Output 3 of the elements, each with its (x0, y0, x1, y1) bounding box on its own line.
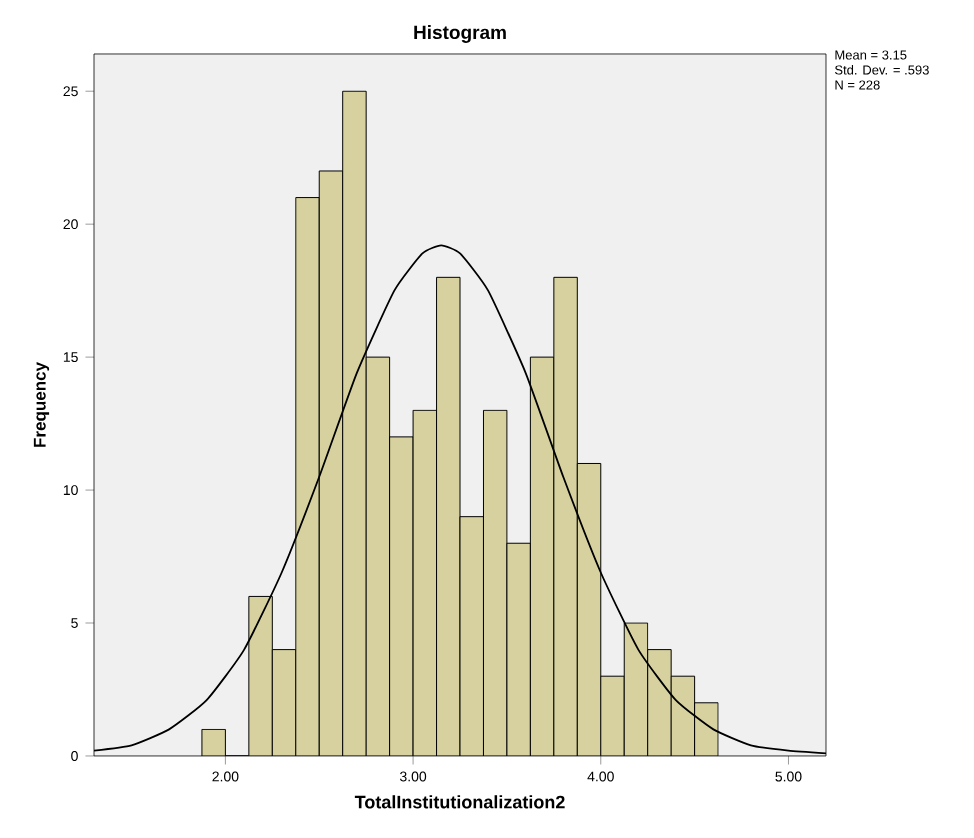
x-axis-title: TotalInstitutionalization2 (354, 795, 565, 809)
y-axis-title: Frequency (33, 362, 50, 447)
chart-title: Histogram (414, 25, 506, 43)
